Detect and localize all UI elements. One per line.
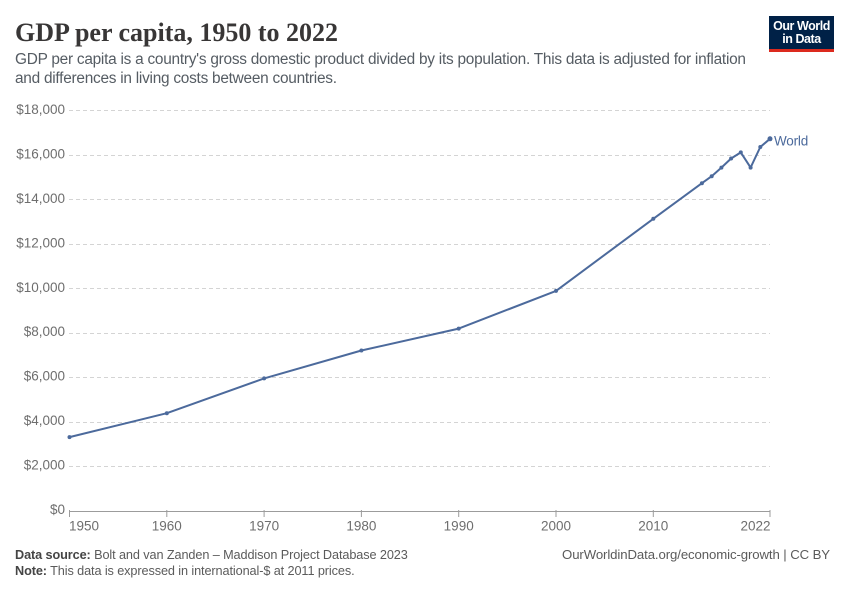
svg-text:1950: 1950 [69,519,99,534]
svg-text:$8,000: $8,000 [24,324,65,339]
svg-text:$16,000: $16,000 [16,146,65,161]
svg-text:2010: 2010 [638,519,668,534]
svg-text:$4,000: $4,000 [24,413,65,428]
svg-text:2000: 2000 [541,519,571,534]
svg-text:$12,000: $12,000 [16,235,65,250]
svg-text:$2,000: $2,000 [24,458,65,473]
svg-text:World: World [774,134,808,149]
svg-text:1960: 1960 [152,519,182,534]
svg-text:$0: $0 [50,502,65,517]
svg-text:1990: 1990 [444,519,474,534]
svg-text:1980: 1980 [346,519,376,534]
svg-text:$10,000: $10,000 [16,280,65,295]
svg-text:$18,000: $18,000 [16,102,65,117]
svg-text:1970: 1970 [249,519,279,534]
svg-text:$14,000: $14,000 [16,191,65,206]
svg-text:2022: 2022 [740,519,770,534]
svg-text:$6,000: $6,000 [24,369,65,384]
